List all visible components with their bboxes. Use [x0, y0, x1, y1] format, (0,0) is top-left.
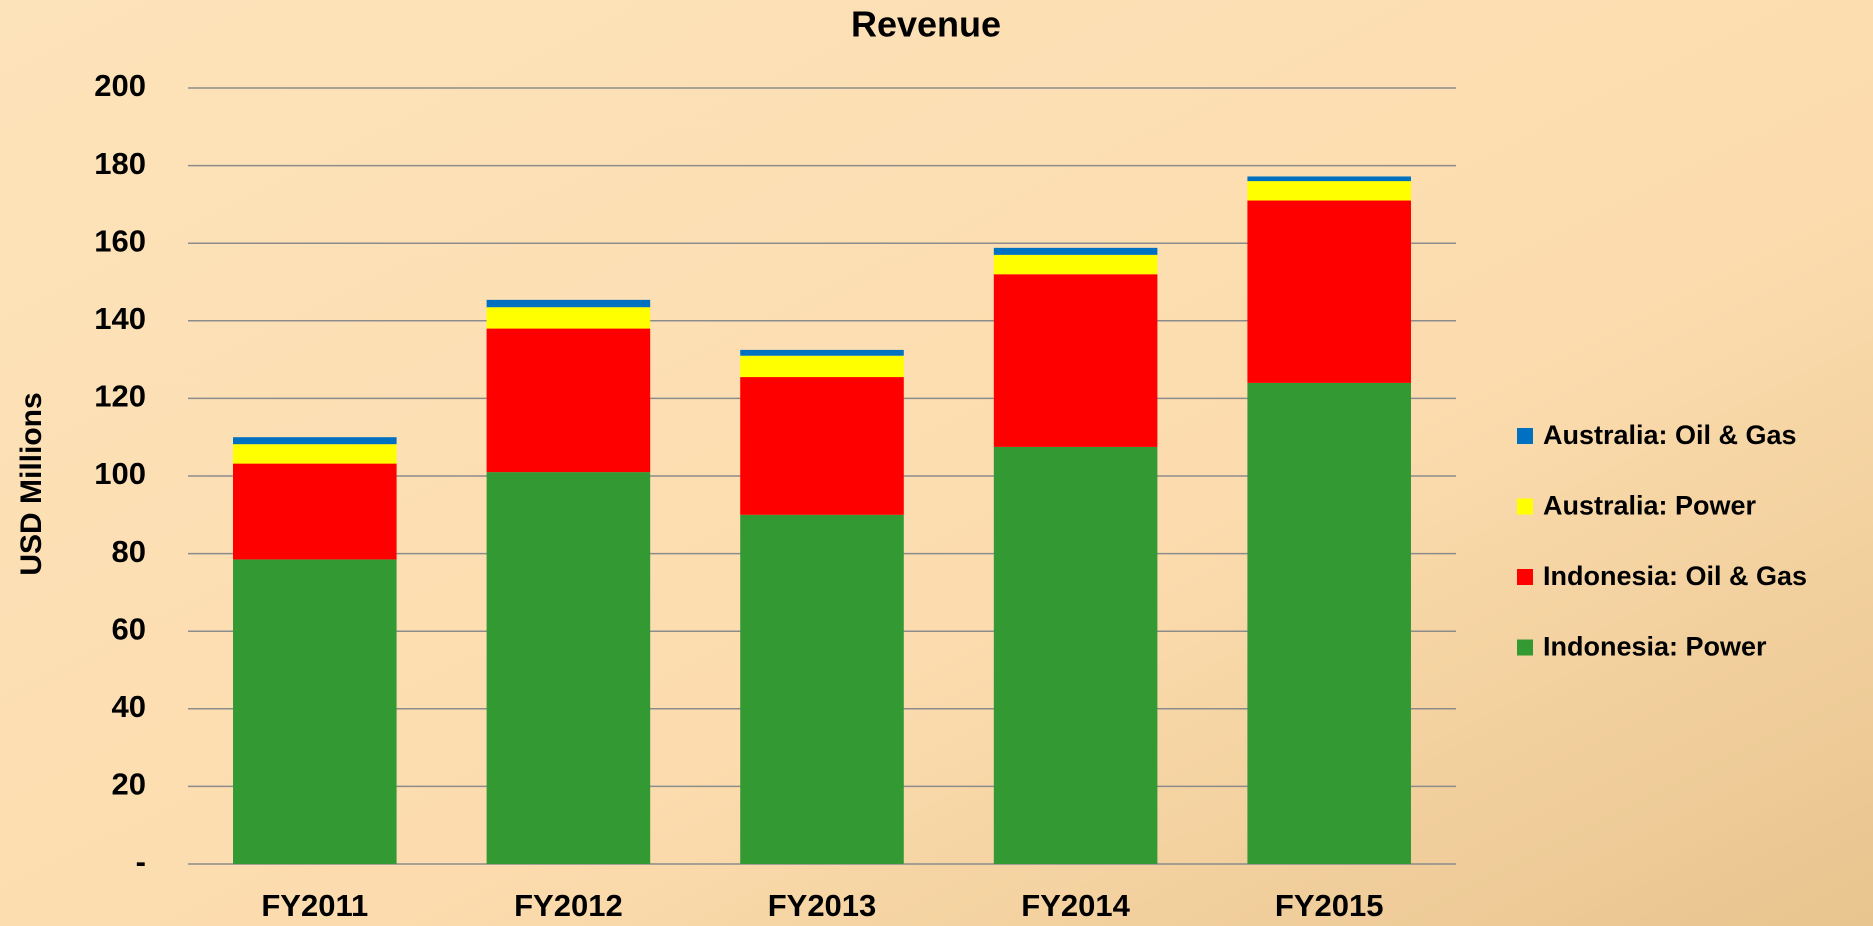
y-tick-label: 120: [94, 379, 146, 414]
y-axis-label: USD Millions: [15, 392, 48, 575]
x-tick-label: FY2015: [1275, 888, 1384, 923]
bar-segment: [233, 437, 397, 445]
bar-segment: [993, 446, 1158, 864]
y-tick-label: 60: [112, 611, 146, 646]
y-tick-label: 200: [94, 68, 146, 103]
legend-swatch: [1517, 428, 1533, 444]
y-tick-label: 160: [94, 223, 146, 258]
y-tick-label: 40: [112, 689, 146, 724]
legend-swatch: [1517, 498, 1533, 515]
y-tick-label: -: [136, 844, 146, 879]
bar-segment: [740, 349, 904, 356]
bar-segment: [486, 299, 651, 308]
x-tick-label: FY2014: [1021, 888, 1130, 923]
bar-segment: [233, 559, 397, 864]
bar-segment: [233, 444, 397, 464]
bar-segment: [740, 355, 904, 378]
bar-segment: [486, 328, 651, 473]
legend-swatch: [1517, 639, 1533, 656]
x-tick-label: FY2012: [514, 888, 623, 923]
bar-segment: [993, 274, 1158, 447]
legend-label: Indonesia: Power: [1543, 632, 1767, 662]
y-tick-label: 140: [94, 301, 146, 336]
chart-title: Revenue: [851, 4, 1001, 45]
y-tick-label: 20: [112, 767, 146, 802]
bar-segment: [1247, 382, 1411, 864]
bar-segment: [1247, 181, 1411, 201]
legend-label: Australia: Oil & Gas: [1543, 420, 1797, 450]
legend-label: Indonesia: Oil & Gas: [1543, 561, 1807, 591]
x-tick-label: FY2013: [768, 888, 877, 923]
y-tick-label: 100: [94, 456, 146, 491]
bar-segment: [740, 514, 904, 864]
bar-segment: [486, 307, 651, 329]
bar-segment: [1247, 200, 1411, 383]
y-tick-label: 80: [112, 534, 146, 569]
bar-segment: [993, 247, 1158, 255]
x-tick-label: FY2011: [261, 888, 368, 923]
bar-segment: [486, 472, 651, 864]
bar-segment: [1247, 176, 1411, 182]
legend-label: Australia: Power: [1543, 491, 1757, 521]
legend-swatch: [1517, 569, 1533, 585]
y-tick-label: 180: [94, 146, 146, 181]
bar-segment: [993, 254, 1158, 275]
bar-segment: [233, 463, 397, 560]
bar-segment: [740, 377, 904, 515]
